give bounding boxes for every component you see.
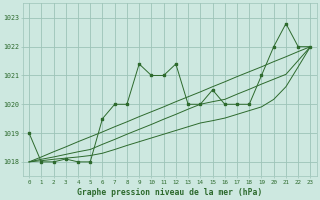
X-axis label: Graphe pression niveau de la mer (hPa): Graphe pression niveau de la mer (hPa) xyxy=(77,188,262,197)
